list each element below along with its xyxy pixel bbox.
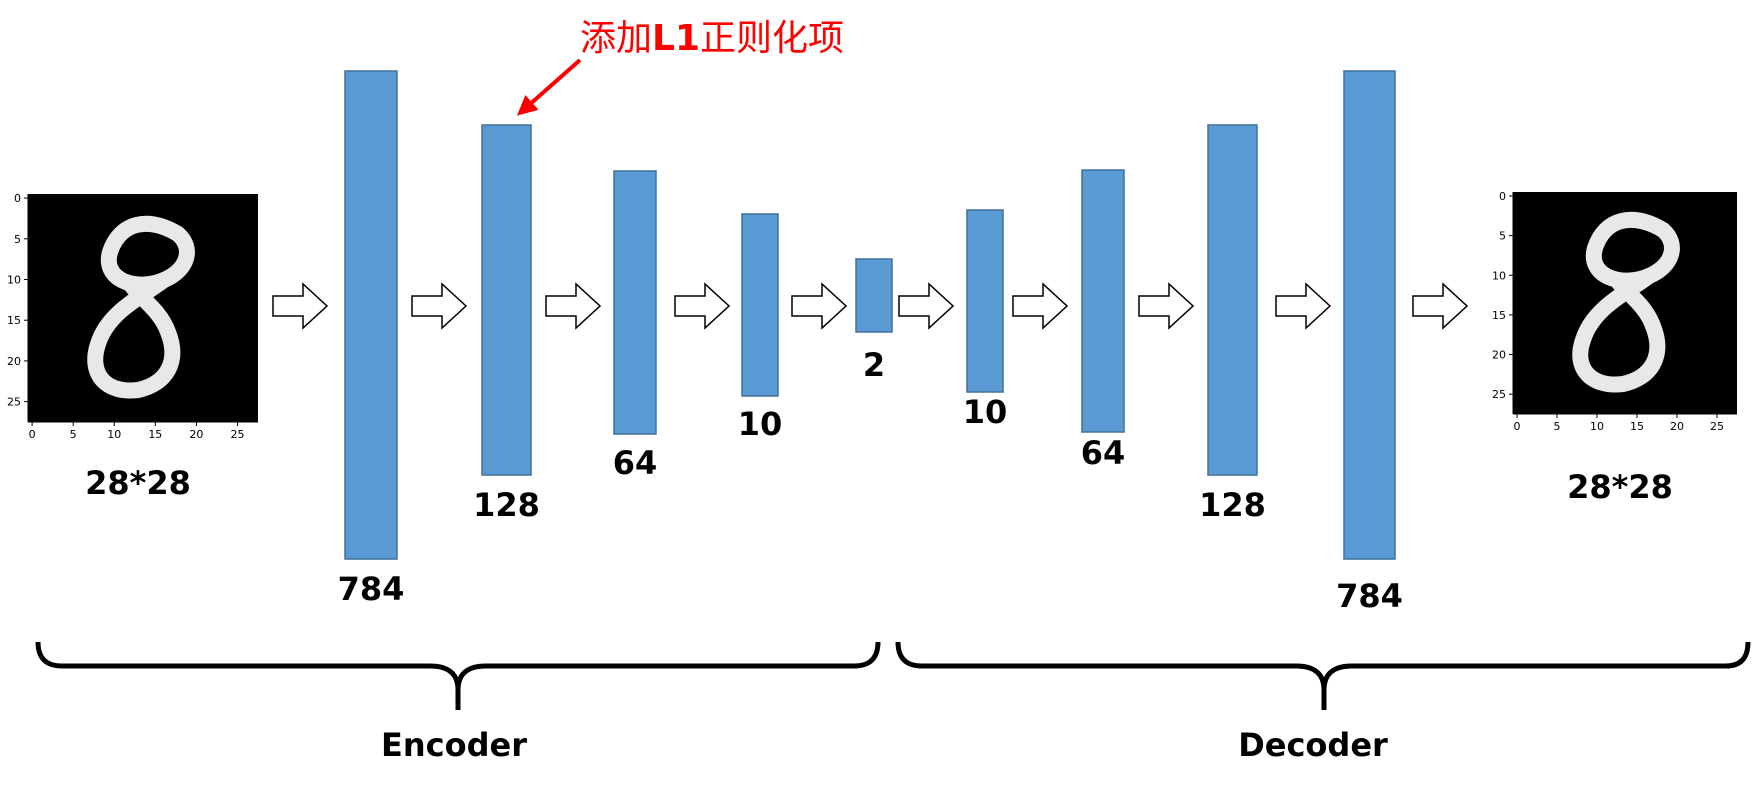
x-tick-label: 20 bbox=[189, 428, 203, 441]
y-tick-label: 15 bbox=[1492, 309, 1506, 322]
y-tick-label: 10 bbox=[1492, 269, 1506, 282]
digit-8-image bbox=[87, 215, 195, 399]
x-tick-label: 5 bbox=[70, 428, 77, 441]
layer-bar-10 bbox=[966, 209, 1004, 393]
input-image: 0 5 10 15 20 25 0 5 10 15 20 25 28*28 bbox=[7, 192, 258, 502]
x-tick-label: 20 bbox=[1670, 420, 1684, 433]
flow-arrow-icon bbox=[791, 282, 848, 330]
x-tick-label: 25 bbox=[230, 428, 244, 441]
y-tick-label: 5 bbox=[14, 233, 21, 246]
layer-label-10: 10 bbox=[738, 405, 783, 443]
layer-bar-784 bbox=[1343, 70, 1396, 560]
y-tick-label: 0 bbox=[1499, 190, 1506, 203]
flow-arrow-icon bbox=[272, 282, 329, 330]
y-tick-label: 0 bbox=[14, 192, 21, 205]
red-arrow-icon bbox=[517, 58, 582, 116]
encoder-label: Encoder bbox=[381, 726, 527, 764]
y-tick-label: 10 bbox=[7, 274, 21, 287]
flow-arrow-icon bbox=[411, 282, 468, 330]
svg-text:添加L1正则化项: 添加L1正则化项 bbox=[580, 18, 844, 59]
l1-annotation: 添加L1正则化项 bbox=[517, 18, 844, 116]
layer-label-10: 10 bbox=[963, 393, 1008, 431]
layer-bar-10 bbox=[741, 213, 779, 397]
annotation-prefix: 添加 bbox=[580, 18, 652, 59]
layer-label-784: 784 bbox=[338, 570, 405, 608]
annotation-suffix: 正则化项 bbox=[700, 18, 844, 59]
layer-bar-2 bbox=[855, 258, 893, 333]
y-tick-label: 25 bbox=[7, 396, 21, 409]
y-tick-label: 5 bbox=[1499, 230, 1506, 243]
flow-arrow-icon bbox=[674, 282, 731, 330]
flow-arrow-icon bbox=[545, 282, 602, 330]
flow-arrow-icon bbox=[1012, 282, 1069, 330]
annotation-bold: L1 bbox=[652, 18, 700, 59]
x-tick-label: 15 bbox=[1630, 420, 1644, 433]
flow-arrows bbox=[272, 282, 1469, 330]
x-tick-label: 0 bbox=[1514, 420, 1521, 433]
layer-bar-128 bbox=[1207, 124, 1258, 476]
decoder-brace: Decoder bbox=[895, 641, 1751, 764]
layer-label-128: 128 bbox=[473, 486, 540, 524]
digit-8-image bbox=[1572, 211, 1680, 393]
x-tick-label: 10 bbox=[107, 428, 121, 441]
y-tick-label: 15 bbox=[7, 314, 21, 327]
flow-arrow-icon bbox=[898, 282, 955, 330]
layer-bar-64 bbox=[613, 170, 657, 435]
layer-stack: 784 128 64 10 2 10 64 128 784 bbox=[338, 70, 1403, 615]
decoder-label: Decoder bbox=[1238, 726, 1388, 764]
output-image: 0 5 10 15 20 25 0 5 10 15 20 25 28*28 bbox=[1492, 190, 1737, 506]
flow-arrow-icon bbox=[1412, 282, 1469, 330]
y-tick-label: 20 bbox=[1492, 349, 1506, 362]
input-size-label: 28*28 bbox=[85, 464, 191, 502]
layer-label-64: 64 bbox=[1081, 434, 1126, 472]
y-tick-label: 20 bbox=[7, 355, 21, 368]
encoder-brace: Encoder bbox=[35, 641, 881, 764]
y-tick-label: 25 bbox=[1492, 388, 1506, 401]
x-tick-label: 15 bbox=[148, 428, 162, 441]
flow-arrow-icon bbox=[1138, 282, 1195, 330]
layer-bar-784 bbox=[344, 70, 398, 560]
x-tick-label: 10 bbox=[1590, 420, 1604, 433]
output-size-label: 28*28 bbox=[1567, 468, 1673, 506]
layer-label-2: 2 bbox=[863, 346, 885, 384]
x-tick-label: 25 bbox=[1710, 420, 1724, 433]
x-tick-label: 5 bbox=[1554, 420, 1561, 433]
layer-bar-128 bbox=[481, 124, 532, 476]
layer-label-784: 784 bbox=[1336, 577, 1403, 615]
layer-label-64: 64 bbox=[613, 444, 658, 482]
layer-bar-64 bbox=[1081, 169, 1125, 433]
x-tick-label: 0 bbox=[29, 428, 36, 441]
flow-arrow-icon bbox=[1275, 282, 1332, 330]
layer-label-128: 128 bbox=[1199, 486, 1266, 524]
